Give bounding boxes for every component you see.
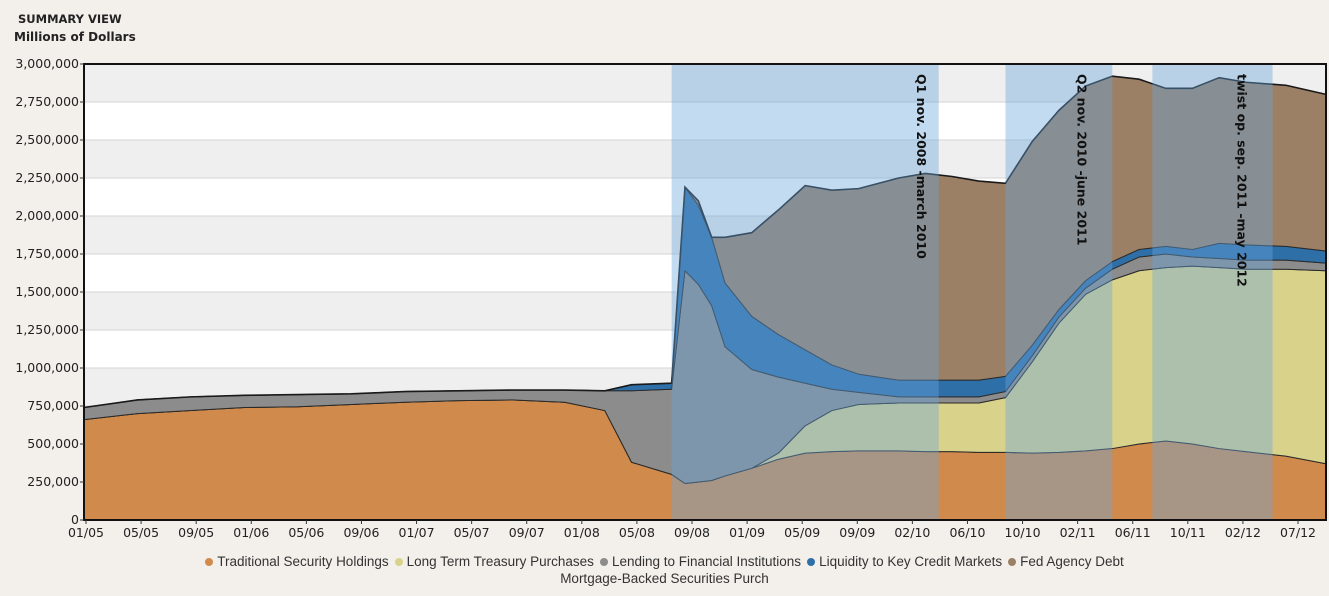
period-annotation: Q2 nov. 2010 -june 2011 bbox=[1074, 74, 1089, 245]
x-tick-label: 10/10 bbox=[1005, 525, 1041, 540]
x-tick-label: 02/11 bbox=[1060, 525, 1096, 540]
y-tick-label: 750,000 bbox=[27, 398, 79, 413]
stacked-area-chart: 0 250,000 500,000 750,000 1,000,000 1,250,000… bbox=[15, 56, 1327, 540]
period-annotation: twist op. sep. 2011 -may 2012 bbox=[1235, 74, 1250, 287]
legend: Traditional Security Holdings Long Term T… bbox=[0, 553, 1329, 587]
x-tick-label: 09/08 bbox=[674, 525, 710, 540]
x-tick-label: 01/07 bbox=[399, 525, 435, 540]
x-tick-label: 10/11 bbox=[1170, 525, 1206, 540]
legend-swatch bbox=[1008, 558, 1017, 566]
shaded-period bbox=[1152, 64, 1273, 520]
x-tick-label: 02/12 bbox=[1225, 525, 1261, 540]
y-tick-label: 2,000,000 bbox=[15, 208, 79, 223]
y-tick-label: 2,250,000 bbox=[15, 170, 79, 185]
y-tick-label: 3,000,000 bbox=[15, 56, 79, 71]
x-tick-label: 09/07 bbox=[509, 525, 545, 540]
x-tick-label: 09/06 bbox=[343, 525, 379, 540]
x-tick-label: 01/05 bbox=[68, 525, 104, 540]
shaded-period bbox=[1005, 64, 1113, 520]
y-tick-label: 1,750,000 bbox=[15, 246, 79, 261]
shaded-periods bbox=[671, 64, 1273, 520]
y-tick-label: 500,000 bbox=[27, 436, 79, 451]
x-tick-label: 05/06 bbox=[288, 525, 324, 540]
legend-item[interactable]: Long Term Treasury Purchases bbox=[394, 553, 594, 570]
x-tick-label: 09/05 bbox=[178, 525, 214, 540]
y-tick-label: 2,500,000 bbox=[15, 132, 79, 147]
legend-label: Liquidity to Key Credit Markets bbox=[819, 554, 1003, 569]
x-tick-label: 05/08 bbox=[619, 525, 655, 540]
legend-swatch bbox=[807, 558, 816, 566]
total-outline bbox=[83, 75, 1327, 409]
legend-label: Lending to Financial Institutions bbox=[611, 554, 802, 569]
y-tick-label: 0 bbox=[71, 512, 79, 527]
chart-unit-label: Millions of Dollars bbox=[14, 30, 136, 44]
y-axis-ticks: 0 250,000 500,000 750,000 1,000,000 1,250,000… bbox=[15, 56, 84, 527]
x-tick-label: 06/11 bbox=[1115, 525, 1151, 540]
x-tick-label: 01/09 bbox=[729, 525, 765, 540]
legend-row: Traditional Security Holdings Long Term T… bbox=[0, 553, 1329, 570]
legend-swatch bbox=[394, 558, 403, 566]
y-tick-label: 1,500,000 bbox=[15, 284, 79, 299]
x-tick-label: 06/10 bbox=[949, 525, 985, 540]
x-tick-label: 09/09 bbox=[839, 525, 875, 540]
legend-item[interactable]: Lending to Financial Institutions bbox=[599, 553, 802, 570]
legend-item[interactable]: Liquidity to Key Credit Markets bbox=[807, 553, 1002, 570]
chart-title: SUMMARY VIEW bbox=[18, 12, 122, 26]
x-tick-label: 05/07 bbox=[454, 525, 490, 540]
y-tick-label: 250,000 bbox=[27, 474, 79, 489]
x-tick-label: 05/05 bbox=[123, 525, 159, 540]
shaded-period bbox=[671, 64, 939, 520]
legend-swatch bbox=[599, 558, 608, 566]
x-tick-label: 05/09 bbox=[784, 525, 820, 540]
legend-label: Traditional Security Holdings bbox=[217, 554, 389, 569]
legend-item[interactable]: Traditional Security Holdings bbox=[205, 553, 389, 570]
y-tick-label: 2,750,000 bbox=[15, 94, 79, 109]
period-annotation: Q1 nov. 2008 -march 2010 bbox=[914, 74, 929, 259]
x-tick-label: 07/12 bbox=[1280, 525, 1316, 540]
legend-label: Fed Agency Debt bbox=[1020, 554, 1124, 569]
y-tick-label: 1,000,000 bbox=[15, 360, 79, 375]
legend-swatch bbox=[205, 558, 214, 566]
y-tick-label: 1,250,000 bbox=[15, 322, 79, 337]
period-annotations: Q1 nov. 2008 -march 2010 Q2 nov. 2010 -ju… bbox=[914, 74, 1250, 287]
x-tick-label: 01/08 bbox=[564, 525, 600, 540]
x-tick-label: 02/10 bbox=[894, 525, 930, 540]
legend-extra: Mortgage-Backed Securities Purch bbox=[560, 571, 769, 586]
legend-label: Long Term Treasury Purchases bbox=[406, 554, 594, 569]
x-axis-ticks: 01/05 05/05 09/05 01/06 05/06 09/06 01/07 05/07… bbox=[68, 520, 1316, 540]
legend-item[interactable]: Fed Agency Debt bbox=[1008, 553, 1124, 570]
x-tick-label: 01/06 bbox=[233, 525, 269, 540]
